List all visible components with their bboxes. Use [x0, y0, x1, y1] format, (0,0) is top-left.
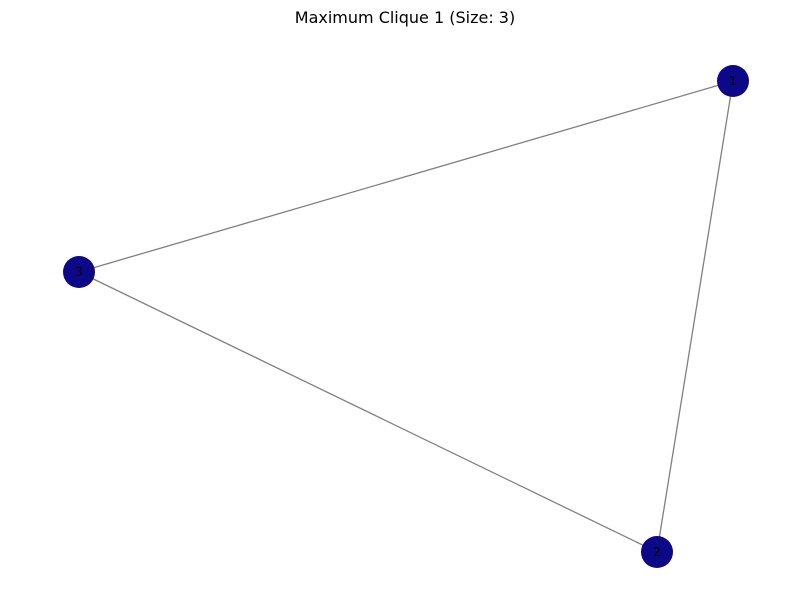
- edge-1-2: [656, 80, 734, 553]
- node-circle-2: [641, 536, 673, 568]
- edge-1-3: [78, 80, 734, 273]
- node-label-3: 3: [75, 265, 83, 279]
- node-1: 1: [717, 65, 749, 97]
- edge-2-3: [78, 271, 658, 553]
- node-circle-3: [63, 256, 95, 288]
- node-circle-1: [717, 65, 749, 97]
- node-label-1: 1: [729, 74, 737, 88]
- node-3: 3: [63, 256, 95, 288]
- edge-layer: [78, 80, 734, 553]
- node-layer: 1 2 3: [63, 65, 749, 568]
- node-2: 2: [641, 536, 673, 568]
- figure-title: Maximum Clique 1 (Size: 3): [295, 8, 515, 27]
- node-label-2: 2: [653, 545, 661, 559]
